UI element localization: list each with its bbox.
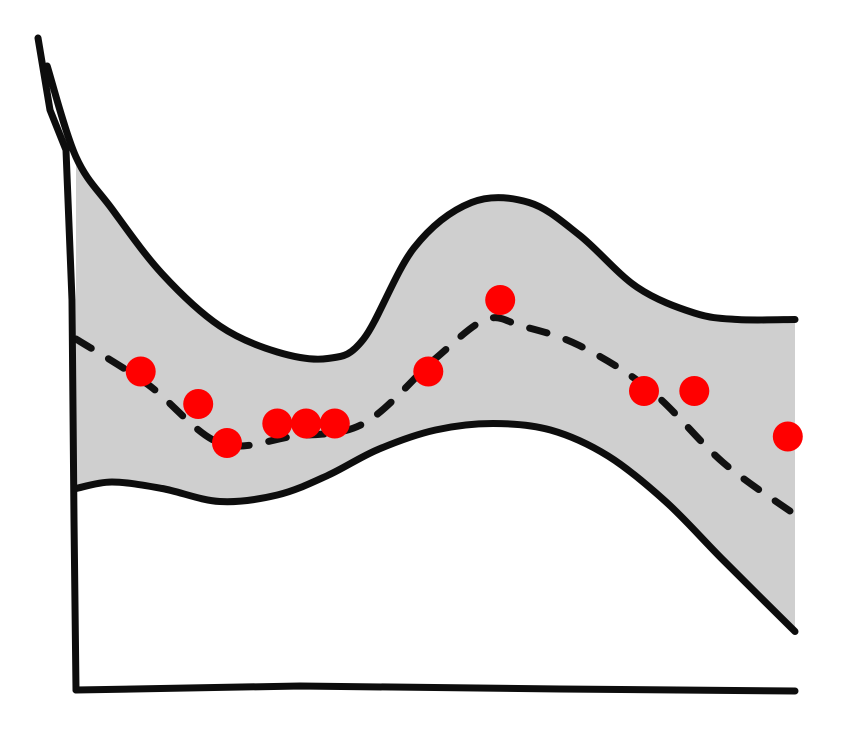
observation-points [125, 285, 803, 458]
data-point [262, 408, 293, 439]
data-point [485, 285, 516, 315]
data-point [629, 376, 659, 406]
data-point [772, 421, 803, 452]
data-point [679, 376, 710, 406]
plot-area [43, 62, 803, 635]
data-point [125, 356, 156, 387]
mean-dashed-line [72, 314, 799, 518]
y-axis [34, 34, 80, 694]
upper-bound-line [43, 62, 799, 363]
x-axis [72, 682, 799, 695]
data-point [413, 356, 444, 387]
data-point [212, 428, 242, 458]
axes [34, 34, 799, 695]
data-point [319, 408, 350, 439]
data-point [291, 408, 322, 439]
confidence-band [76, 157, 795, 632]
data-point [183, 389, 214, 419]
lower-bound-line [72, 420, 799, 635]
